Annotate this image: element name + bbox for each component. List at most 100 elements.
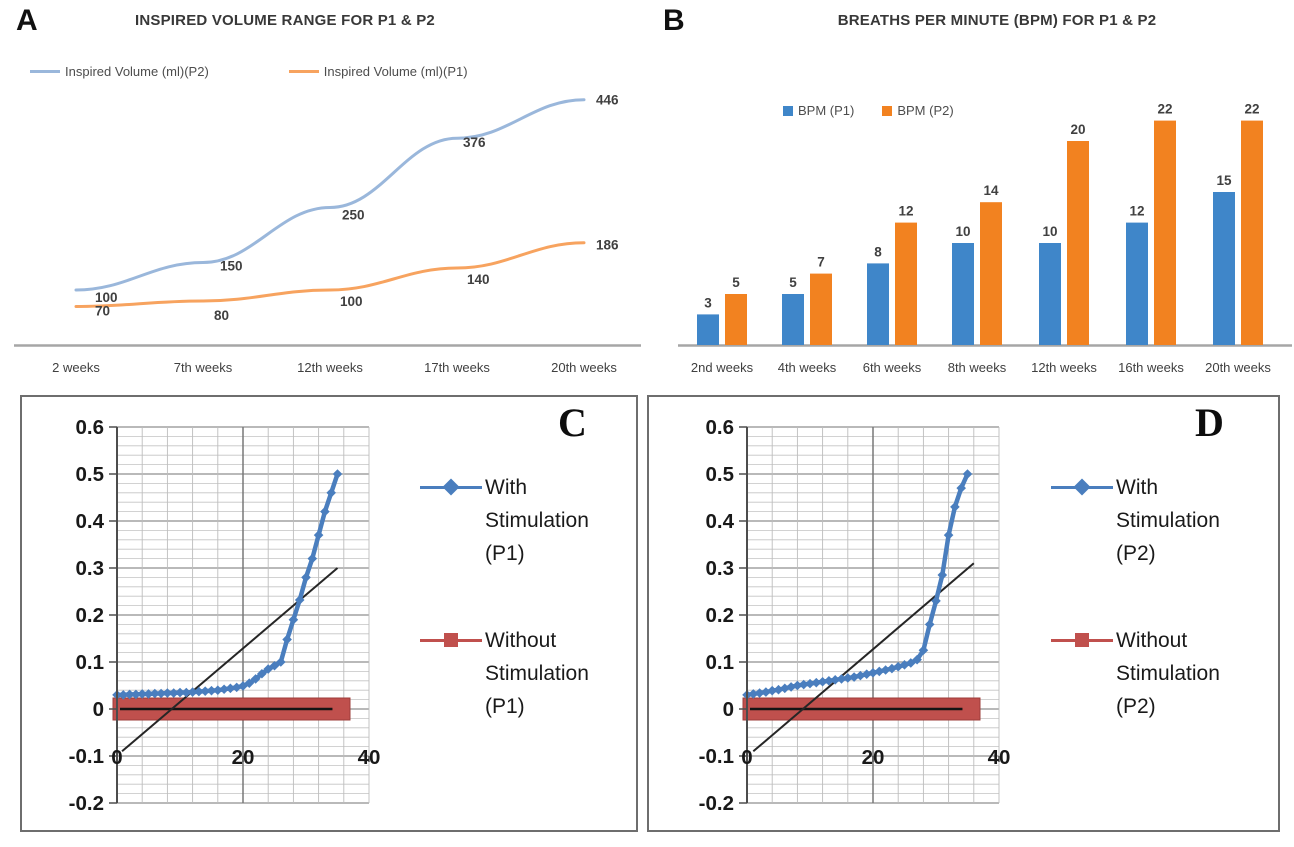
svg-text:22: 22 [1244,102,1259,117]
series-inspired-volume-p2 [74,98,586,292]
svg-text:20: 20 [232,746,255,769]
panel-d-letter: D [1195,400,1224,445]
svg-text:8: 8 [874,244,882,259]
svg-text:8th weeks: 8th weeks [948,360,1007,375]
svg-text:0.2: 0.2 [706,604,735,627]
svg-text:2 weeks: 2 weeks [52,360,100,375]
svg-text:0: 0 [741,746,752,769]
svg-text:0.6: 0.6 [76,416,105,439]
svg-text:12: 12 [898,204,913,219]
bar [782,294,804,345]
svg-text:0: 0 [111,746,122,769]
svg-text:0: 0 [723,698,734,721]
bar [867,263,889,345]
panel-b-title: BREATHS PER MINUTE (BPM) FOR P1 & P2 [837,12,1157,29]
svg-text:186: 186 [596,238,619,253]
line-swatch-icon [30,70,60,73]
legend-label: Inspired Volume (ml)(P1) [323,64,468,79]
panel-b-legend: BPM (P1) BPM (P2) [783,103,954,118]
x-axis-labels: 2 weeks 7th weeks 12th weeks 17th weeks 20th… [52,360,617,375]
legend-label: BPM (P1) [798,103,855,118]
y-axis-labels: 0.6 0.5 0.4 0.3 0.2 0.1 0 -0.1 -0.2 [699,416,735,815]
bar [952,243,974,345]
svg-text:20: 20 [1070,122,1085,137]
svg-text:22: 22 [1157,102,1172,117]
bar [725,294,747,345]
panel-a-plot: 100 150 250 376 446 70 80 100 140 186 2 weeks 7th w… [14,93,641,375]
svg-text:0.5: 0.5 [76,463,105,486]
svg-text:17th weeks: 17th weeks [424,360,490,375]
panel-b-plot: 3 5 8 10 10 12 15 5 7 12 14 20 22 22 2nd weeks 4th week… [678,102,1292,375]
panel-d-plot: 0.6 0.5 0.4 0.3 0.2 0.1 0 -0.1 -0.2 0 20 40 [699,416,1011,815]
svg-text:0.4: 0.4 [76,510,105,533]
line-swatch-icon [288,70,319,73]
svg-text:12th weeks: 12th weeks [1031,360,1097,375]
svg-text:0.1: 0.1 [76,651,105,674]
svg-text:5: 5 [732,275,740,290]
x-axis-labels: 2nd weeks 4th weeks 6th weeks 8th weeks 12th… [691,360,1271,375]
svg-text:376: 376 [463,135,486,150]
svg-text:20th weeks: 20th weeks [1205,360,1271,375]
grid [117,426,370,804]
panel-a-title: INSPIRED VOLUME RANGE FOR P1 & P2 [135,12,435,29]
panel-d: D 0.6 0.5 0.4 0.3 0.2 0.1 0 -0.1 -0.2 0 20 40 With … [647,395,1280,832]
grid [747,426,1000,804]
legend-label: Without Stimulation (P1) [485,629,589,718]
svg-text:446: 446 [596,93,619,108]
panel-a-letter: A [16,4,38,37]
square-swatch-icon [882,105,893,116]
series-inspired-volume-p1 [74,241,586,308]
x-axis-labels: 0 20 40 [741,746,1010,769]
x-axis-labels: 0 20 40 [111,746,380,769]
series-bpm-p1-bars [697,192,1235,345]
svg-text:40: 40 [988,746,1011,769]
diamond-line-swatch-icon [420,471,482,504]
svg-text:3: 3 [704,295,712,310]
svg-text:10: 10 [955,224,970,239]
legend-item-with-stimulation-p2: With Stimulation (P2) [1051,471,1220,570]
legend-label: With Stimulation (P2) [1116,476,1220,565]
svg-text:40: 40 [358,746,381,769]
legend-label: BPM (P2) [897,103,954,118]
panel-c: C 0.6 0.5 0.4 0.3 0.2 0.1 0 -0.1 -0.2 0 20 40 With … [20,395,638,832]
svg-text:14: 14 [983,183,999,198]
svg-text:150: 150 [220,259,243,274]
panel-a-legend: Inspired Volume (ml)(P2) Inspired Volume… [30,64,468,79]
svg-text:-0.2: -0.2 [69,792,104,815]
svg-text:0.3: 0.3 [76,557,105,580]
bar [1213,192,1235,345]
legend-label: With Stimulation (P1) [485,476,589,565]
bar [895,222,917,345]
series-without-stimulation-band [112,697,351,721]
svg-text:20: 20 [862,746,885,769]
svg-text:7: 7 [817,255,825,270]
bar [1039,243,1061,345]
svg-text:140: 140 [467,272,490,287]
svg-text:6th weeks: 6th weeks [863,360,922,375]
svg-text:0.3: 0.3 [706,557,735,580]
bar-value-labels: 3 5 8 10 10 12 15 [704,173,1232,310]
series-with-stimulation-curve [112,469,343,700]
svg-text:0.1: 0.1 [706,651,735,674]
y-axis-labels: 0.6 0.5 0.4 0.3 0.2 0.1 0 -0.1 -0.2 [69,416,105,815]
svg-text:4th weeks: 4th weeks [778,360,837,375]
svg-text:-0.1: -0.1 [69,745,104,768]
svg-text:2nd weeks: 2nd weeks [691,360,754,375]
svg-text:0.2: 0.2 [76,604,105,627]
svg-text:0.4: 0.4 [706,510,735,533]
svg-text:0: 0 [93,698,104,721]
diamond-line-swatch-icon [1051,471,1113,504]
svg-text:0.6: 0.6 [706,416,735,439]
data-labels: 70 80 100 140 186 [95,238,619,323]
y-axis [109,426,118,804]
y-axis [739,426,748,804]
series-without-stimulation-band [742,697,981,721]
legend-item-p2: Inspired Volume (ml)(P2) [30,64,209,79]
svg-text:7th weeks: 7th weeks [174,360,233,375]
svg-text:12: 12 [1129,204,1144,219]
svg-text:100: 100 [340,294,363,309]
svg-text:100: 100 [95,290,118,305]
svg-text:15: 15 [1216,173,1232,188]
bar [1067,141,1089,345]
